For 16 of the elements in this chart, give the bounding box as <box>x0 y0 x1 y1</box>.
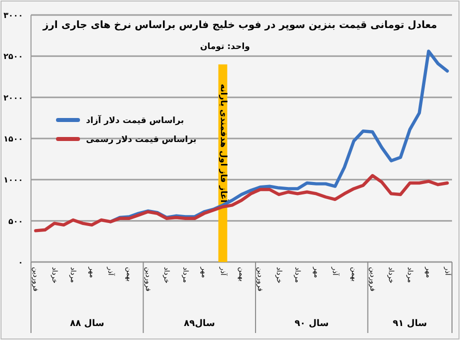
text: سال۸۹ <box>184 319 216 329</box>
y-tick-label: ۳۰۰۰ <box>3 11 23 20</box>
annotation: آغاز فاز اول هدفمندی یارانه <box>218 84 230 204</box>
y-tick-label: ۵۰۰ <box>8 216 23 226</box>
y-tick-label: ۲۰۰۰ <box>3 93 23 102</box>
text: سال ۹۱ <box>392 319 428 329</box>
y-tick-label: ۱۵۰۰ <box>3 134 23 144</box>
text: سال ۹۰ <box>294 319 329 329</box>
text: معادل تومانی قیمت بنزین سوپر در فوب خلیج فارس براساس نرخ های جاری ارز <box>42 20 438 31</box>
legend-label: براساس قیمت دلار رسمی <box>86 135 196 145</box>
y-tick-label: ۰ <box>18 258 23 267</box>
text: واحد: تومان <box>200 42 250 52</box>
y-tick-label: ۲۵۰۰ <box>3 52 23 62</box>
legend-label: براساس قیمت دلار آزاد <box>86 114 184 126</box>
y-tick-label: ۱۰۰۰ <box>3 176 23 185</box>
text: سال ۸۸ <box>70 319 104 329</box>
